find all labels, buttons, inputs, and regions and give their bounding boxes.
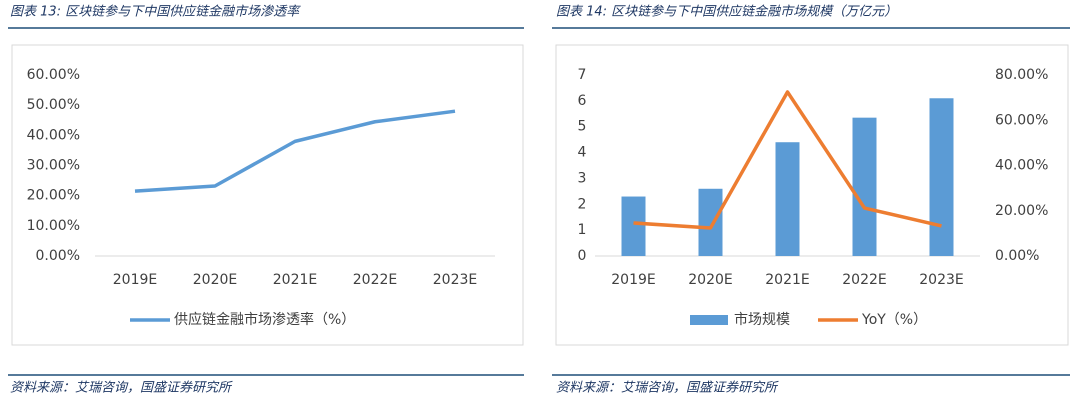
line: [134, 109, 456, 193]
chart-title: 图表 14: 区块链参与下中国供应链金融市场规模（万亿元）: [556, 4, 897, 20]
y2-tick-label: 0.00%: [995, 248, 1039, 264]
source: 资料来源：艾瑞咨询，国盛证券研究所: [10, 380, 233, 396]
y-tick-label: 40.00%: [27, 127, 80, 143]
x-tick-label: 2020E: [688, 272, 732, 288]
bar: [775, 142, 800, 256]
x-tick-label: 2020E: [193, 272, 237, 288]
chart-frame: [11, 44, 524, 346]
y-tick-label: 6: [578, 93, 587, 109]
y-tick-label: 0: [578, 248, 587, 264]
y-tick-label: 2: [578, 196, 587, 212]
y-tick-label: 10.00%: [27, 218, 80, 234]
line: [633, 90, 942, 230]
legend-label: 市场规模: [734, 311, 790, 328]
x-tick-label: 2019E: [611, 272, 655, 288]
y2-tick-label: 60.00%: [995, 112, 1048, 128]
y-tick-label: 7: [578, 67, 587, 83]
y2-tick-label: 20.00%: [995, 203, 1048, 219]
y-tick-label: 30.00%: [27, 158, 80, 174]
bar: [929, 98, 954, 257]
chart-title: 图表 13: 区块链参与下中国供应链金融市场渗透率: [10, 4, 301, 20]
bar: [698, 188, 723, 256]
legend-label: 供应链金融市场渗透率（%）: [174, 311, 355, 328]
x-tick-label: 2021E: [765, 272, 809, 288]
bar: [852, 117, 877, 257]
x-tick-label: 2022E: [353, 272, 397, 288]
y-tick-label: 60.00%: [27, 67, 80, 83]
bar: [621, 196, 646, 256]
source: 资料来源：艾瑞咨询，国盛证券研究所: [556, 380, 779, 396]
y-tick-label: 4: [578, 145, 587, 161]
x-tick-label: 2021E: [273, 272, 317, 288]
y2-tick-label: 80.00%: [995, 67, 1048, 83]
y-tick-label: 3: [578, 170, 587, 186]
legend-label: YoY（%）: [861, 312, 927, 328]
x-tick-label: 2023E: [433, 272, 477, 288]
x-tick-label: 2019E: [113, 272, 157, 288]
y2-tick-label: 40.00%: [995, 158, 1048, 174]
y-tick-label: 1: [578, 222, 587, 238]
chart-frame: [555, 44, 1069, 346]
y-tick-label: 0.00%: [36, 248, 80, 264]
x-tick-label: 2023E: [919, 272, 963, 288]
y-tick-label: 5: [578, 119, 587, 135]
legend-swatch: [690, 315, 728, 325]
x-tick-label: 2022E: [842, 272, 886, 288]
y-tick-label: 20.00%: [27, 188, 80, 204]
y-tick-label: 50.00%: [27, 97, 80, 113]
